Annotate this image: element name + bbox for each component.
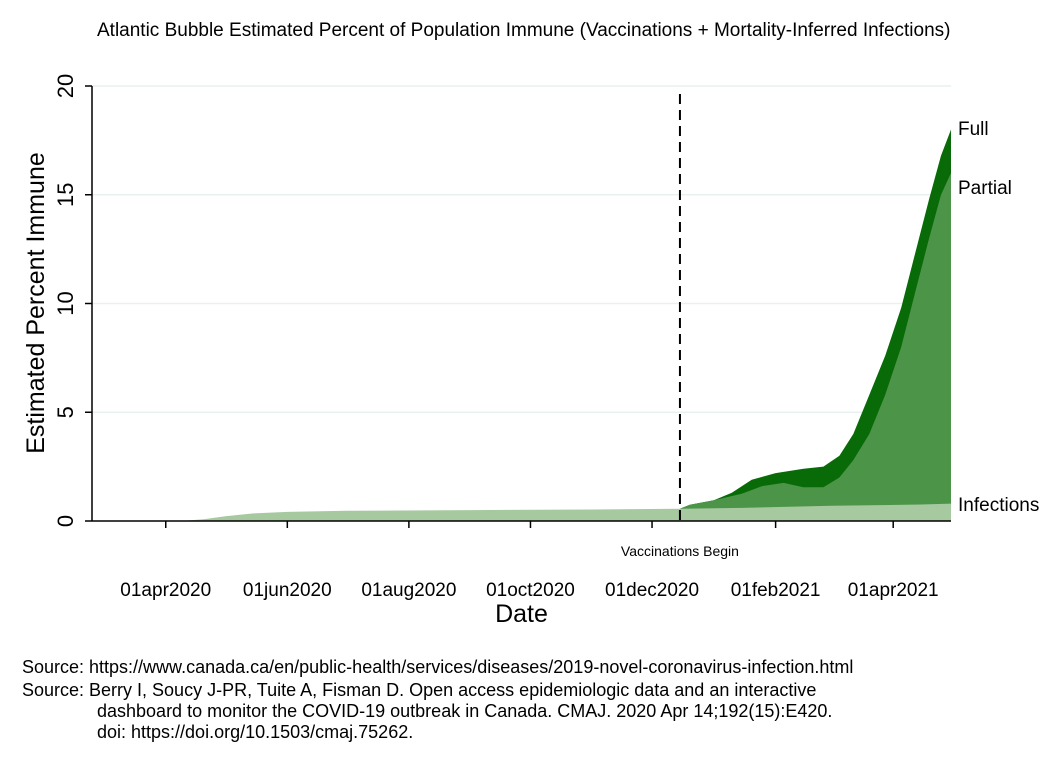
series-label-partial: Partial	[958, 178, 1012, 199]
source-line-2: Source: Berry I, Soucy J-PR, Tuite A, Fi…	[22, 680, 817, 700]
x-tick-label-6: 01apr2021	[848, 580, 939, 601]
x-axis-title: Date	[495, 600, 548, 628]
gridlines	[92, 85, 951, 413]
axes	[85, 85, 951, 528]
x-tick-label-2: 01aug2020	[361, 580, 456, 601]
x-tick-label-1: 01jun2020	[243, 580, 332, 601]
series-areas	[104, 129, 951, 521]
series-label-infections: Infections	[958, 495, 1039, 516]
source-line-1: Source: https://www.canada.ca/en/public-…	[22, 657, 854, 677]
area-infections	[104, 503, 951, 521]
chart-title: Atlantic Bubble Estimated Percent of Pop…	[97, 20, 951, 41]
x-tick-label-3: 01oct2020	[486, 580, 575, 601]
x-tick-label-0: 01apr2020	[120, 580, 211, 601]
y-tick-label-5: 5	[53, 406, 78, 418]
x-tick-label-5: 01feb2021	[731, 580, 821, 601]
source-line-3: dashboard to monitor the COVID-19 outbre…	[97, 701, 833, 721]
source-line-4: doi: https://doi.org/10.1503/cmaj.75262.	[97, 722, 414, 742]
y-tick-label-15: 15	[53, 183, 78, 207]
x-tick-label-4: 01dec2020	[605, 580, 699, 601]
chart-labels: Vaccinations Begin 0 5 10 15 20 Estimated Perc…	[22, 74, 1039, 628]
y-tick-label-0: 0	[53, 515, 78, 527]
area-partial	[679, 173, 951, 521]
y-axis-title: Estimated Percent Immune	[22, 152, 50, 454]
vaccination-start-label: Vaccinations Begin	[621, 543, 739, 559]
y-tick-label-20: 20	[53, 74, 78, 98]
y-tick-label-10: 10	[53, 291, 78, 315]
series-label-full: Full	[958, 119, 989, 140]
